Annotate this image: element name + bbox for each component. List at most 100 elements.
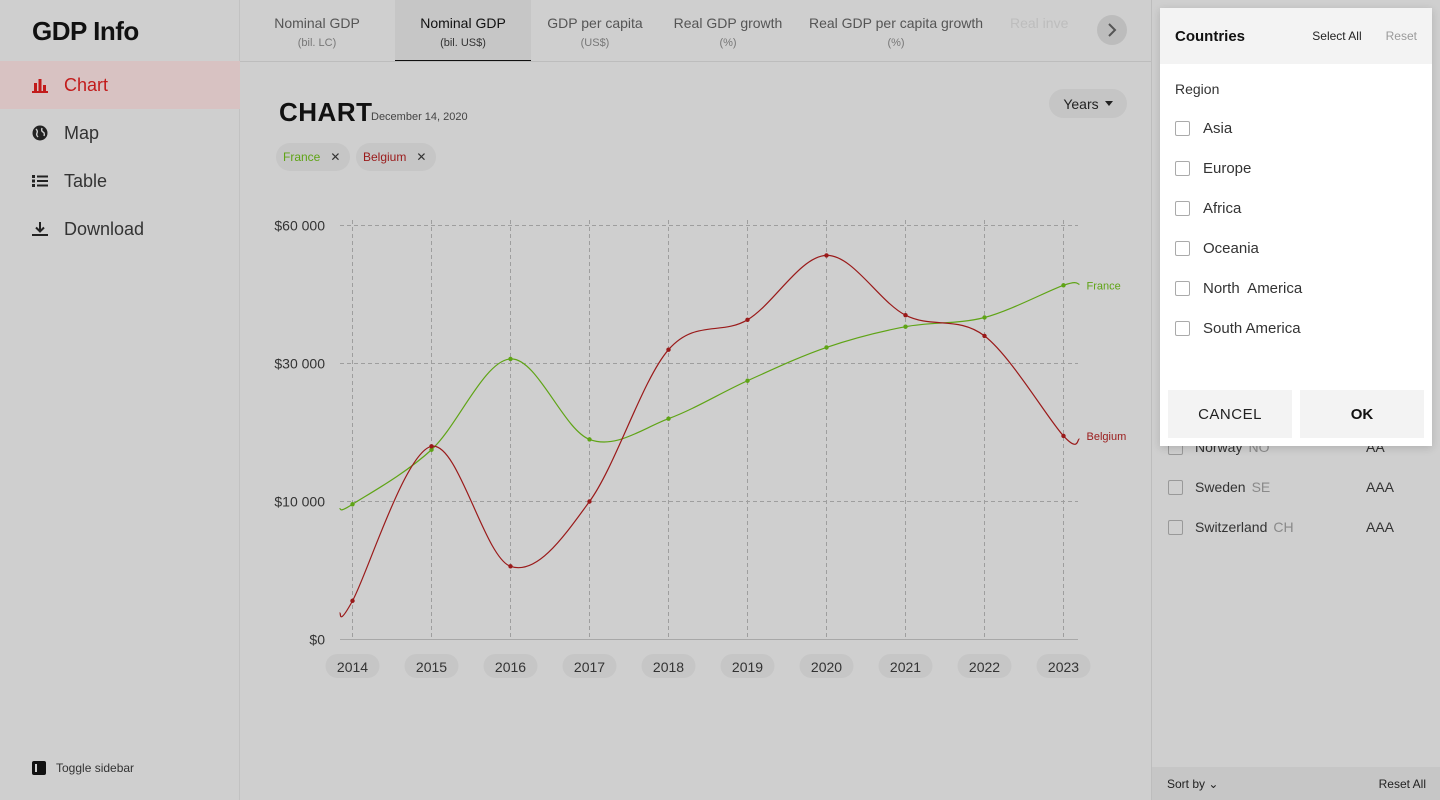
chart-title: CHART xyxy=(279,97,373,127)
country-row[interactable]: Switzerland CH AAA xyxy=(1168,517,1418,537)
tab-gdp-per-capita[interactable]: GDP per capita (US$) xyxy=(540,0,650,61)
remove-chip-icon[interactable]: ✕ xyxy=(330,150,341,164)
sidebar-toggle-icon xyxy=(32,761,46,775)
data-point-france xyxy=(824,345,829,350)
toggle-sidebar-button[interactable]: Toggle sidebar xyxy=(32,761,134,775)
tab-real-investment[interactable]: Real inve xyxy=(1010,0,1090,61)
region-option-north-america[interactable]: North America xyxy=(1175,278,1302,298)
data-point-belgium xyxy=(745,317,750,322)
sidebar-nav: Chart Map Table Download xyxy=(0,61,240,253)
data-point-belgium xyxy=(429,444,434,449)
main-content: Nominal GDP (bil. LC) Nominal GDP (bil. … xyxy=(240,0,1151,800)
data-point-france xyxy=(745,378,750,383)
chevron-right-icon xyxy=(1108,23,1117,37)
tab-real-gdp-growth[interactable]: Real GDP growth (%) xyxy=(668,0,788,61)
select-all-button[interactable]: Select All xyxy=(1312,29,1362,43)
tab-nominal-gdp-lc[interactable]: Nominal GDP (bil. LC) xyxy=(262,0,372,61)
region-option-europe[interactable]: Europe xyxy=(1175,158,1251,178)
sidebar-item-download[interactable]: Download xyxy=(0,205,240,253)
region-checkbox[interactable] xyxy=(1175,240,1190,256)
region-name: Europe xyxy=(1203,159,1252,177)
sidebar-item-label: Chart xyxy=(64,74,109,95)
app-title: GDP Info xyxy=(32,16,139,46)
x-tick-pill xyxy=(720,654,775,678)
x-tick-label: 2017 xyxy=(574,659,605,675)
x-tick-label: 2015 xyxy=(416,659,447,675)
chip-label: France xyxy=(283,150,321,164)
tab-label: Nominal GDP xyxy=(274,15,360,31)
data-point-france xyxy=(1061,283,1066,288)
country-checkbox[interactable] xyxy=(1168,519,1183,535)
region-option-africa[interactable]: Africa xyxy=(1175,198,1241,218)
cancel-button[interactable]: CANCEL xyxy=(1168,390,1292,438)
tab-label: Nominal GDP xyxy=(420,15,506,31)
x-tick-label: 2022 xyxy=(969,659,1000,675)
data-point-france xyxy=(429,447,434,452)
tab-label: GDP per capita xyxy=(547,15,643,31)
region-name: South America xyxy=(1203,319,1301,337)
popup-title: Countries xyxy=(1175,27,1246,45)
sidebar-item-map[interactable]: Map xyxy=(0,109,240,157)
y-tick-label: $60 000 xyxy=(274,218,325,234)
line-chart: $0 $10 000 $30 000 $60 000 2014 2015 2016 2017 2… xyxy=(274,218,1126,678)
region-option-south-america[interactable]: South America xyxy=(1175,318,1301,338)
x-tick-pill xyxy=(325,654,380,678)
data-point-belgium xyxy=(824,253,829,258)
y-tick-label: $10 000 xyxy=(274,494,325,510)
reset-button[interactable]: Reset xyxy=(1385,29,1417,43)
x-tick-pill xyxy=(641,654,696,678)
chip-belgium: Belgium ✕ xyxy=(356,143,437,171)
country-checkbox[interactable] xyxy=(1168,479,1183,495)
tabs-next-button[interactable] xyxy=(1097,15,1127,45)
tab-unit: (bil. LC) xyxy=(297,37,337,49)
chip-label: Belgium xyxy=(363,150,407,164)
data-point-france xyxy=(587,437,592,442)
remove-chip-icon[interactable]: ✕ xyxy=(416,150,427,164)
tab-nominal-gdp-usd[interactable]: Nominal GDP (bil. US$) xyxy=(395,0,531,61)
sidebar-item-label: Table xyxy=(64,170,108,191)
x-tick-label: 2021 xyxy=(890,659,921,675)
sort-by-button[interactable]: Sort by ⌄ xyxy=(1167,777,1218,791)
region-name: Oceania xyxy=(1203,239,1259,257)
region-checkbox[interactable] xyxy=(1175,320,1190,336)
sidebar-item-label: Map xyxy=(64,122,100,143)
x-tick-label: 2019 xyxy=(732,659,763,675)
globe-icon xyxy=(32,125,48,141)
region-name: Africa xyxy=(1203,199,1242,217)
region-checkbox[interactable] xyxy=(1175,280,1190,296)
data-point-belgium xyxy=(1061,433,1066,439)
sidebar-item-label: Download xyxy=(64,218,145,239)
series-line-france xyxy=(339,282,1080,511)
country-row[interactable]: Sweden SE AAA xyxy=(1168,477,1418,497)
tab-label: Real inve xyxy=(1010,15,1069,31)
tab-real-gdp-per-capita-growth[interactable]: Real GDP per capita growth (%) xyxy=(805,0,987,61)
region-checkbox[interactable] xyxy=(1175,160,1190,176)
tab-unit: (%) xyxy=(719,37,737,49)
data-point-belgium xyxy=(508,564,513,569)
tab-unit: (%) xyxy=(887,37,905,49)
sidebar-item-chart[interactable]: Chart xyxy=(0,61,240,109)
x-tick-pill xyxy=(483,654,538,678)
country-name: Sweden xyxy=(1195,479,1246,495)
x-tick-pill xyxy=(562,654,617,678)
region-checkbox[interactable] xyxy=(1175,200,1190,216)
popup-header: Countries Select All Reset xyxy=(1160,8,1432,64)
indicator-tabs: Nominal GDP (bil. LC) Nominal GDP (bil. … xyxy=(240,0,1151,62)
y-tick-label: $30 000 xyxy=(274,356,325,372)
region-option-asia[interactable]: Asia xyxy=(1175,118,1232,138)
region-label: Region xyxy=(1175,81,1220,97)
region-checkbox[interactable] xyxy=(1175,120,1190,136)
data-point-france xyxy=(903,324,908,329)
region-option-oceania[interactable]: Oceania xyxy=(1175,238,1259,258)
tab-unit: (US$) xyxy=(580,37,610,49)
country-rating: AAA xyxy=(1366,479,1395,495)
reset-all-button[interactable]: Reset All xyxy=(1378,776,1426,791)
ok-button[interactable]: OK xyxy=(1300,390,1424,438)
data-point-france xyxy=(982,315,987,320)
sidebar-item-table[interactable]: Table xyxy=(0,157,240,205)
countries-filter-popup: Countries Select All Reset Region Asia E… xyxy=(1160,8,1432,446)
years-dropdown[interactable]: Years xyxy=(1049,89,1127,118)
sort-by-label: Sort by xyxy=(1167,776,1206,791)
years-dropdown-label: Years xyxy=(1063,95,1099,112)
chart-date: December 14, 2020 xyxy=(371,111,468,123)
